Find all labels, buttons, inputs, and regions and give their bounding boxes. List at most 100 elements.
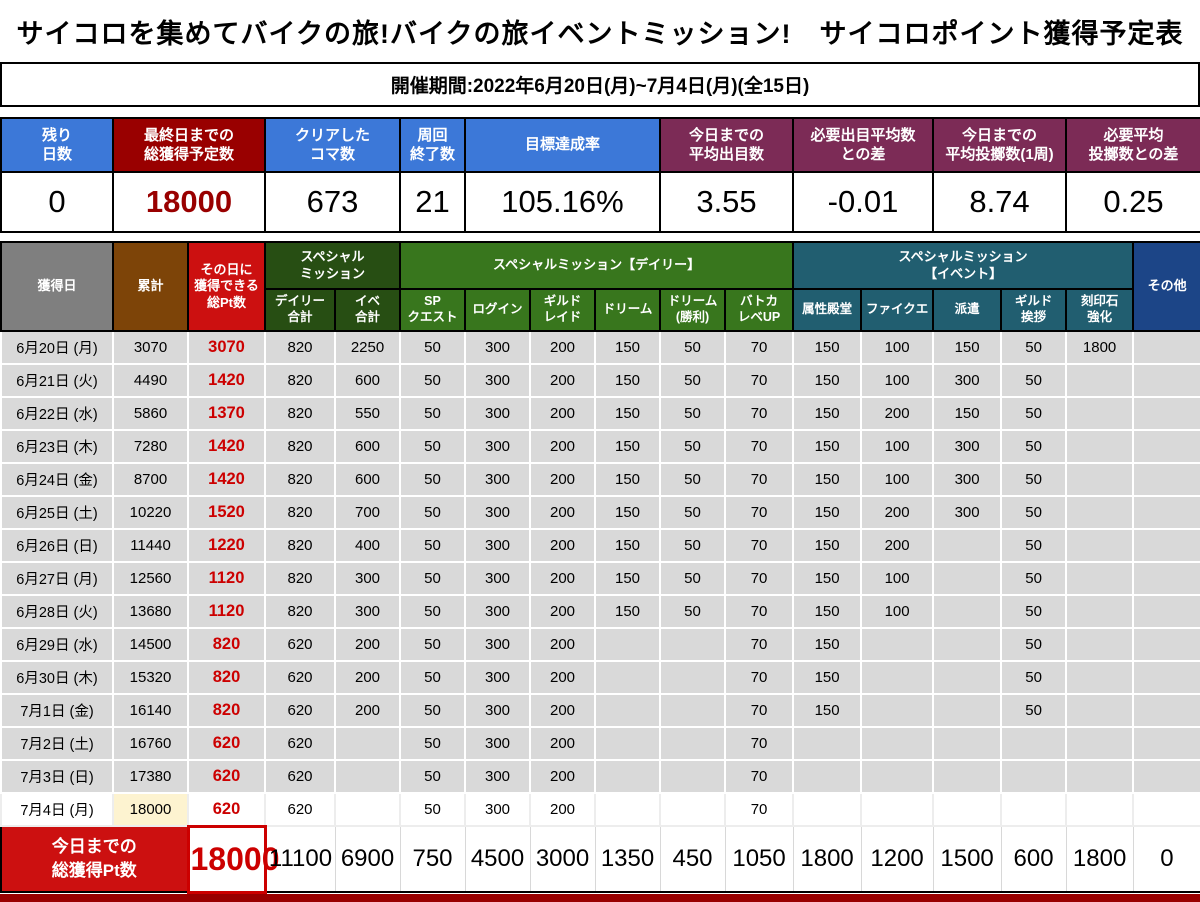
cell-value: 70 bbox=[724, 693, 795, 728]
cell-day-total: 620 bbox=[187, 759, 266, 794]
cell-value: 50 bbox=[1000, 330, 1068, 365]
cell-value: 50 bbox=[659, 528, 727, 563]
summary-stats-table: 残り 日数 最終日までの 総獲得予定数 クリアした コマ数 周回 終了数 目標達… bbox=[0, 117, 1200, 233]
table-row: 7月1日 (金) 16140 820 620 200 50 300 200 70 150 50 bbox=[0, 693, 1200, 728]
header-row-subcolumns: デイリー 合計 イベ 合計 SP クエスト ログイン ギルド レイド ドリーム … bbox=[1, 288, 1200, 332]
cell-value bbox=[932, 660, 1003, 695]
cell-value: 300 bbox=[464, 561, 532, 596]
cell-value bbox=[1132, 429, 1200, 464]
stat-value-roll-diff: -0.01 bbox=[792, 171, 934, 233]
table-row: 7月4日 (月) 18000 620 620 50 300 200 70 bbox=[0, 792, 1200, 827]
cell-value: 50 bbox=[1000, 660, 1068, 695]
col-header-attribute-hall: 属性殿堂 bbox=[792, 288, 863, 332]
cell-value: 50 bbox=[1000, 462, 1068, 497]
cell-value: 50 bbox=[399, 495, 467, 530]
cell-day-total: 820 bbox=[187, 693, 266, 728]
cell-cumulative: 16760 bbox=[112, 726, 189, 761]
col-header-dream: ドリーム bbox=[594, 288, 662, 332]
cell-value: 50 bbox=[1000, 594, 1068, 629]
cell-value bbox=[1132, 495, 1200, 530]
cell-value bbox=[333, 759, 402, 794]
cell-day-total: 1420 bbox=[187, 363, 266, 398]
cell-value: 620 bbox=[264, 759, 336, 794]
cell-value: 70 bbox=[724, 429, 795, 464]
cell-value: 150 bbox=[594, 330, 662, 365]
cell-value bbox=[1132, 726, 1200, 761]
cell-value: 70 bbox=[724, 594, 795, 629]
cell-value: 300 bbox=[464, 495, 532, 530]
cell-date: 7月3日 (日) bbox=[0, 759, 114, 794]
cell-column-total: 450 bbox=[659, 825, 726, 893]
cell-value: 50 bbox=[399, 594, 467, 629]
table-row: 7月2日 (土) 16760 620 620 50 300 200 70 bbox=[0, 726, 1200, 761]
cell-value: 150 bbox=[792, 693, 863, 728]
stat-value-cleared-squares: 673 bbox=[264, 171, 401, 233]
event-period: 開催期間:2022年6月20日(月)~7月4日(月)(全15日) bbox=[0, 62, 1200, 107]
cell-value bbox=[1132, 660, 1200, 695]
cell-date: 7月1日 (金) bbox=[0, 693, 114, 728]
cell-value bbox=[659, 792, 727, 827]
stat-value-remaining-days: 0 bbox=[0, 171, 114, 233]
stats-header-row: 残り 日数 最終日までの 総獲得予定数 クリアした コマ数 周回 終了数 目標達… bbox=[0, 117, 1200, 173]
cell-value: 70 bbox=[724, 528, 795, 563]
col-header-date: 獲得日 bbox=[0, 241, 114, 332]
cell-value: 200 bbox=[333, 693, 402, 728]
cell-value: 620 bbox=[264, 726, 336, 761]
cell-value: 300 bbox=[932, 495, 1003, 530]
cell-date: 6月30日 (木) bbox=[0, 660, 114, 695]
cell-value: 300 bbox=[464, 759, 532, 794]
cell-value: 300 bbox=[932, 462, 1003, 497]
cell-value: 300 bbox=[464, 429, 532, 464]
cell-value bbox=[860, 627, 935, 662]
cell-value: 300 bbox=[464, 528, 532, 563]
cell-value bbox=[1132, 462, 1200, 497]
cell-date: 7月4日 (月) bbox=[0, 792, 114, 827]
cell-value: 150 bbox=[792, 363, 863, 398]
cell-value: 50 bbox=[399, 561, 467, 596]
cell-value: 150 bbox=[792, 594, 863, 629]
col-header-guild-raid: ギルド レイド bbox=[529, 288, 597, 332]
group-header-event: スペシャルミッション 【イベント】 bbox=[792, 241, 1135, 290]
cell-value bbox=[792, 759, 863, 794]
cell-value: 50 bbox=[399, 396, 467, 431]
stat-value-laps-finished: 21 bbox=[399, 171, 466, 233]
cell-value: 820 bbox=[264, 363, 336, 398]
cell-value bbox=[1132, 396, 1200, 431]
cell-value bbox=[860, 660, 935, 695]
cell-value: 150 bbox=[932, 330, 1003, 365]
cell-value bbox=[1065, 396, 1135, 431]
cell-cumulative: 16140 bbox=[112, 693, 189, 728]
cell-value: 150 bbox=[792, 462, 863, 497]
cell-cumulative: 8700 bbox=[112, 462, 189, 497]
cell-day-total: 1120 bbox=[187, 594, 266, 629]
cell-value bbox=[659, 759, 727, 794]
cell-value bbox=[1132, 627, 1200, 662]
cell-value bbox=[792, 792, 863, 827]
cell-value: 50 bbox=[399, 792, 467, 827]
cell-value bbox=[1132, 528, 1200, 563]
cell-value bbox=[594, 792, 662, 827]
cell-value: 200 bbox=[333, 660, 402, 695]
cell-value: 200 bbox=[860, 396, 935, 431]
cell-day-total: 820 bbox=[187, 660, 266, 695]
stat-label-laps-finished: 周回 終了数 bbox=[399, 117, 466, 173]
col-header-other: その他 bbox=[1132, 241, 1200, 332]
cell-value bbox=[333, 792, 402, 827]
cell-value: 50 bbox=[659, 396, 727, 431]
table-row: 6月25日 (土) 10220 1520 820 700 50 300 200 150 50 70 1… bbox=[0, 495, 1200, 530]
cell-cumulative: 18000 bbox=[112, 792, 189, 827]
cell-value: 150 bbox=[594, 528, 662, 563]
cell-value: 200 bbox=[529, 627, 597, 662]
cell-date: 6月29日 (水) bbox=[0, 627, 114, 662]
cell-date: 6月22日 (水) bbox=[0, 396, 114, 431]
cell-value bbox=[1065, 528, 1135, 563]
cell-value: 200 bbox=[860, 528, 935, 563]
cell-value bbox=[1065, 363, 1135, 398]
table-row: 6月24日 (金) 8700 1420 820 600 50 300 200 150 50 70 15… bbox=[0, 462, 1200, 497]
cell-day-total: 620 bbox=[187, 792, 266, 827]
cell-value bbox=[932, 528, 1003, 563]
cell-value: 50 bbox=[1000, 561, 1068, 596]
cell-value: 620 bbox=[264, 627, 336, 662]
stat-label-throws-diff: 必要平均 投擲数との差 bbox=[1065, 117, 1200, 173]
cell-value: 50 bbox=[1000, 396, 1068, 431]
